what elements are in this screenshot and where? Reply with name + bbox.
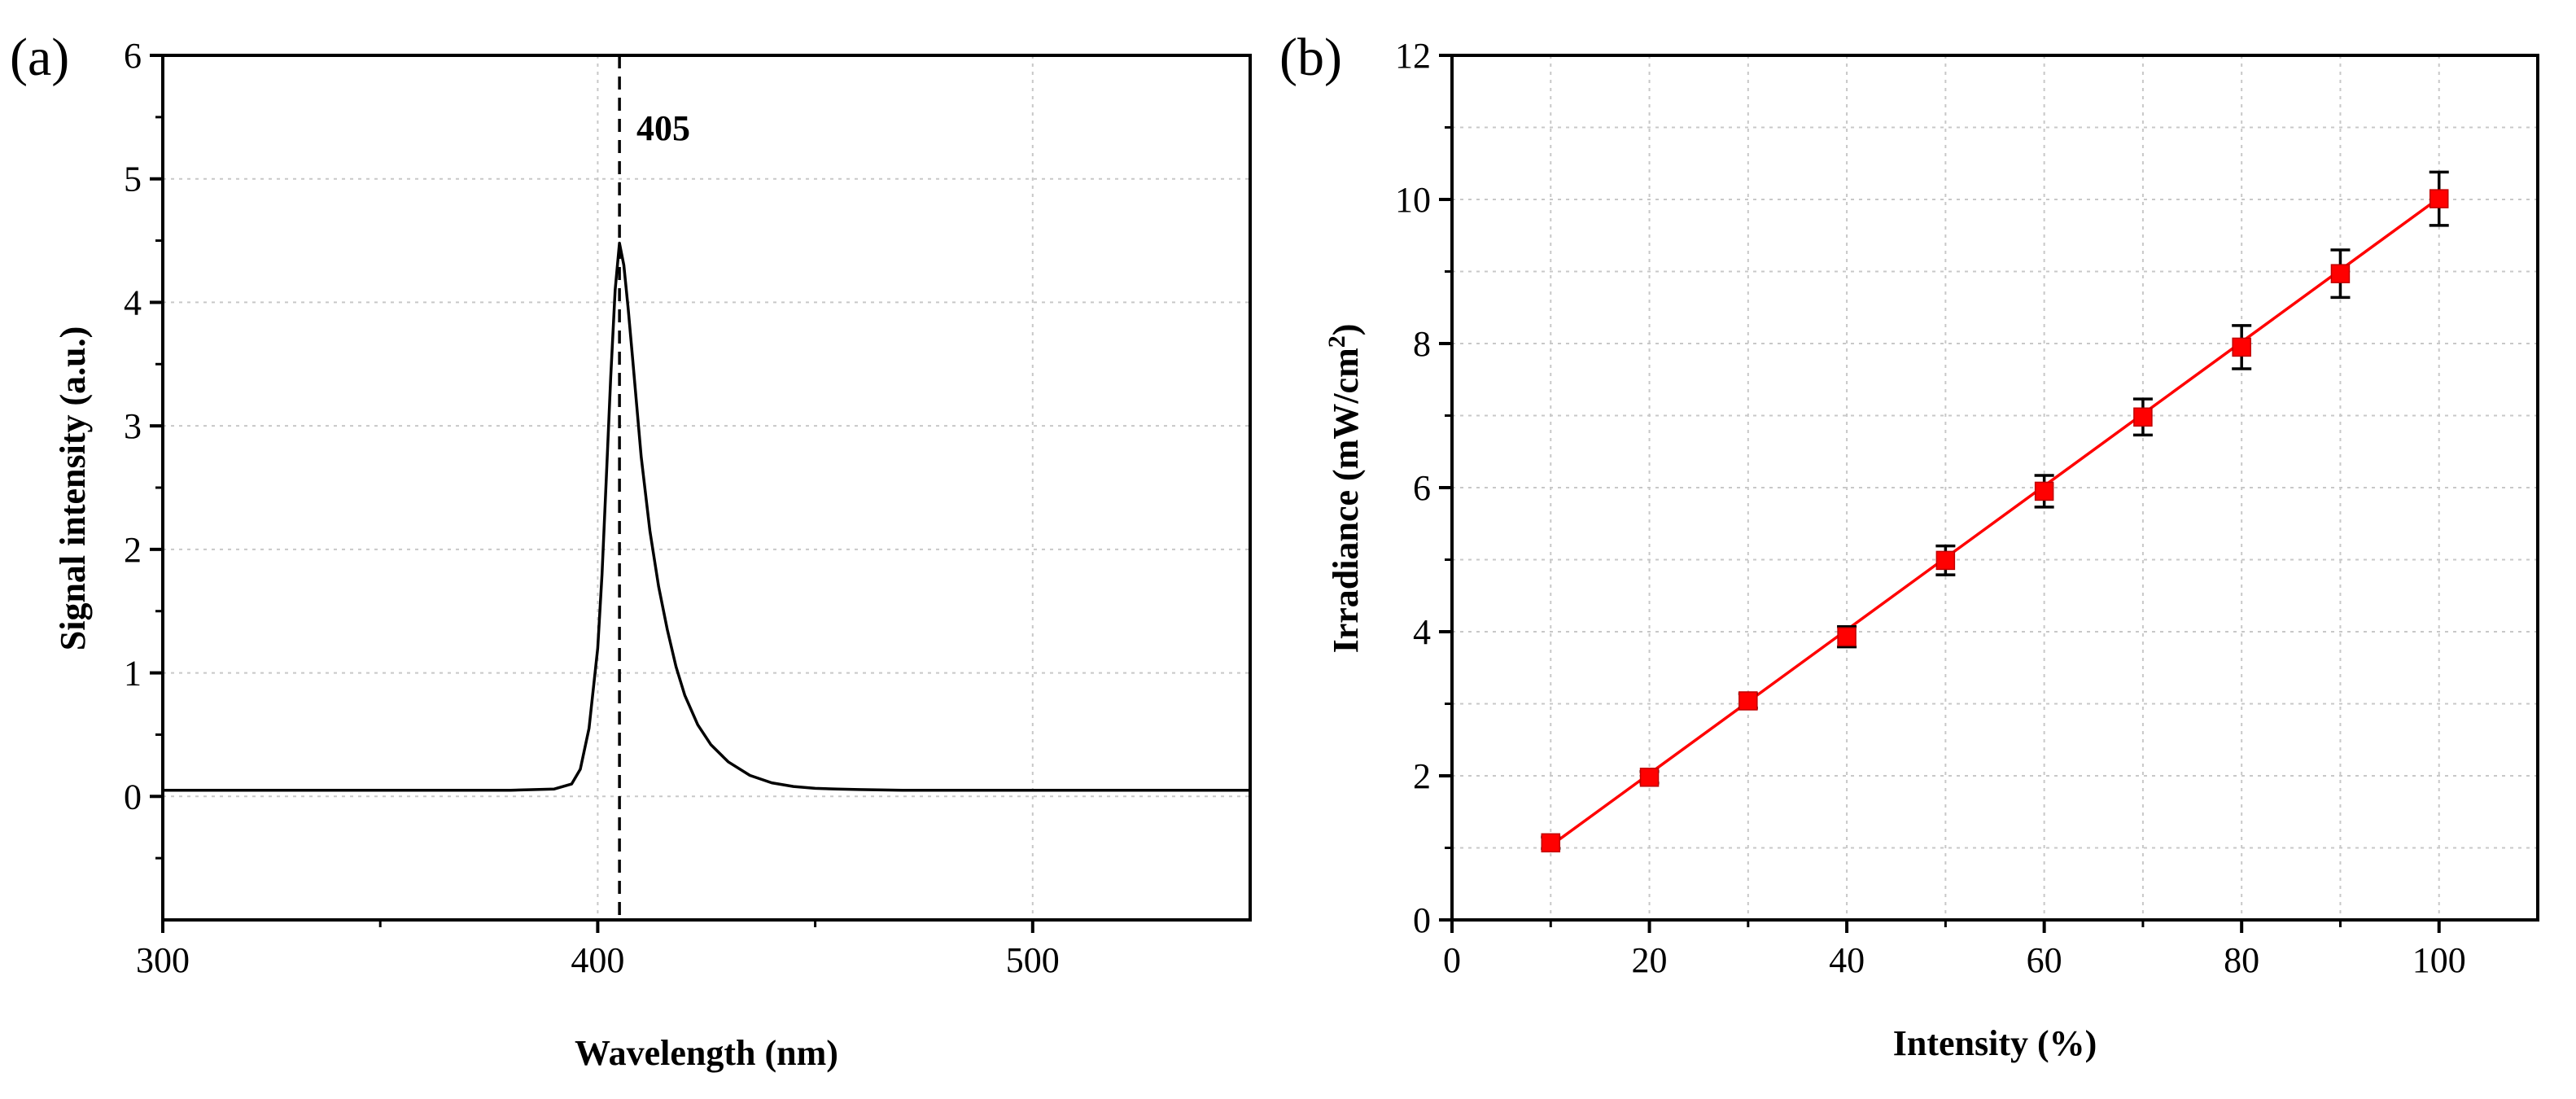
data-point <box>2132 397 2153 437</box>
b-y-tick-label: 12 <box>1395 36 1431 76</box>
b-x-tick-label: 100 <box>2412 940 2466 980</box>
marker-square <box>1541 833 1561 853</box>
marker-square <box>2034 481 2054 501</box>
data-point <box>2232 324 2252 370</box>
b-y-tick-label: 6 <box>1413 468 1431 508</box>
a-y-tick-label: 1 <box>124 654 142 694</box>
panel-b-label: (b) <box>1279 28 1342 87</box>
panel-b-plot-frame <box>1450 54 2539 922</box>
fit-line <box>1550 196 2440 847</box>
marker-square <box>2429 189 2449 208</box>
a-y-tick-label: 4 <box>124 282 142 322</box>
a-y-tick-label: 5 <box>124 160 142 199</box>
panel-a-x-axis-title: Wavelength (nm) <box>575 1033 838 1073</box>
marker-square <box>1639 768 1660 787</box>
peak-annotation: 405 <box>636 108 690 148</box>
a-y-tick-label: 6 <box>124 36 142 76</box>
panel-a-ticks: 0 1 2 3 4 5 6 300 400 500 <box>124 36 1060 980</box>
data-point <box>1738 691 1758 711</box>
panel-b-y-axis-title: Irradiance (mW/cm2) <box>1323 324 1366 654</box>
a-x-tick-label: 300 <box>136 940 190 980</box>
marker-square <box>1935 550 1956 571</box>
marker-square <box>1738 691 1758 711</box>
a-x-tick-label: 500 <box>1006 940 1060 980</box>
a-y-tick-label: 3 <box>124 406 142 446</box>
a-y-tick-label: 2 <box>124 530 142 570</box>
y-title-end: ) <box>1326 324 1366 336</box>
b-x-tick-label: 40 <box>1829 940 1865 980</box>
b-y-tick-label: 4 <box>1413 612 1431 652</box>
marker-square <box>1837 627 1857 646</box>
panel-b-x-axis-title: Intensity (%) <box>1893 1023 2097 1063</box>
data-point <box>2429 170 2449 227</box>
b-x-tick-label: 0 <box>1443 940 1461 980</box>
panel-a-plot-frame <box>161 54 1252 922</box>
a-y-tick-label: 0 <box>124 777 142 817</box>
data-point <box>1935 544 1956 576</box>
data-point <box>1837 625 1857 649</box>
y-title-main: Irradiance (mW/cm <box>1326 348 1366 653</box>
marker-square <box>2330 264 2351 283</box>
data-points <box>1541 170 2449 853</box>
b-y-tick-label: 10 <box>1395 180 1431 220</box>
a-x-tick-label: 400 <box>571 940 624 980</box>
data-point <box>2034 474 2054 509</box>
spectrum-curve <box>163 241 1250 792</box>
marker-square <box>2232 337 2251 357</box>
b-y-tick-label: 8 <box>1413 324 1431 364</box>
panel-b-ticks: 0 2 4 6 8 10 12 0 20 40 60 80 100 <box>1395 36 2466 980</box>
b-x-tick-label: 60 <box>2027 940 2062 980</box>
b-x-tick-label: 80 <box>2224 940 2259 980</box>
panel-a-y-axis-title: Signal intensity (a.u.) <box>53 326 93 651</box>
panel-a-label: (a) <box>10 28 69 87</box>
data-point <box>1639 768 1660 787</box>
data-point <box>1541 833 1561 853</box>
b-x-tick-label: 20 <box>1632 940 1668 980</box>
y-title-superscript: 2 <box>1323 335 1350 348</box>
marker-square <box>2133 407 2153 427</box>
b-y-tick-label: 2 <box>1413 756 1431 796</box>
data-point <box>2330 248 2351 300</box>
panel-a-spectrum: (a) 0 1 2 3 4 5 6 300 400 500 405 Wavelength (nm)… <box>10 28 1252 1073</box>
b-y-tick-label: 0 <box>1413 900 1431 940</box>
panel-b-grid <box>1451 55 2538 921</box>
